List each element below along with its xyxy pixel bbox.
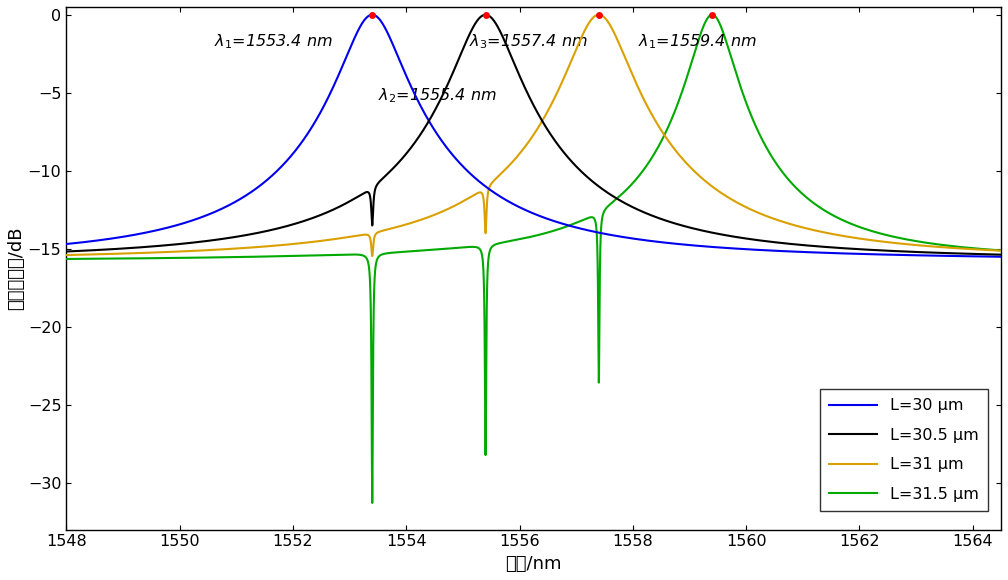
Text: $\lambda_2$=1555.4 nm: $\lambda_2$=1555.4 nm	[378, 86, 497, 105]
X-axis label: 波长/nm: 波长/nm	[505, 555, 561, 573]
Legend: L=30 μm, L=30.5 μm, L=31 μm, L=31.5 μm: L=30 μm, L=30.5 μm, L=31 μm, L=31.5 μm	[820, 389, 989, 511]
Text: $\lambda_3$=1557.4 nm: $\lambda_3$=1557.4 nm	[469, 32, 588, 50]
Y-axis label: 归一化功率/dB: 归一化功率/dB	[7, 227, 25, 310]
Text: $\lambda_1$=1553.4 nm: $\lambda_1$=1553.4 nm	[214, 32, 333, 50]
Text: $\lambda_1$=1559.4 nm: $\lambda_1$=1559.4 nm	[638, 32, 757, 50]
